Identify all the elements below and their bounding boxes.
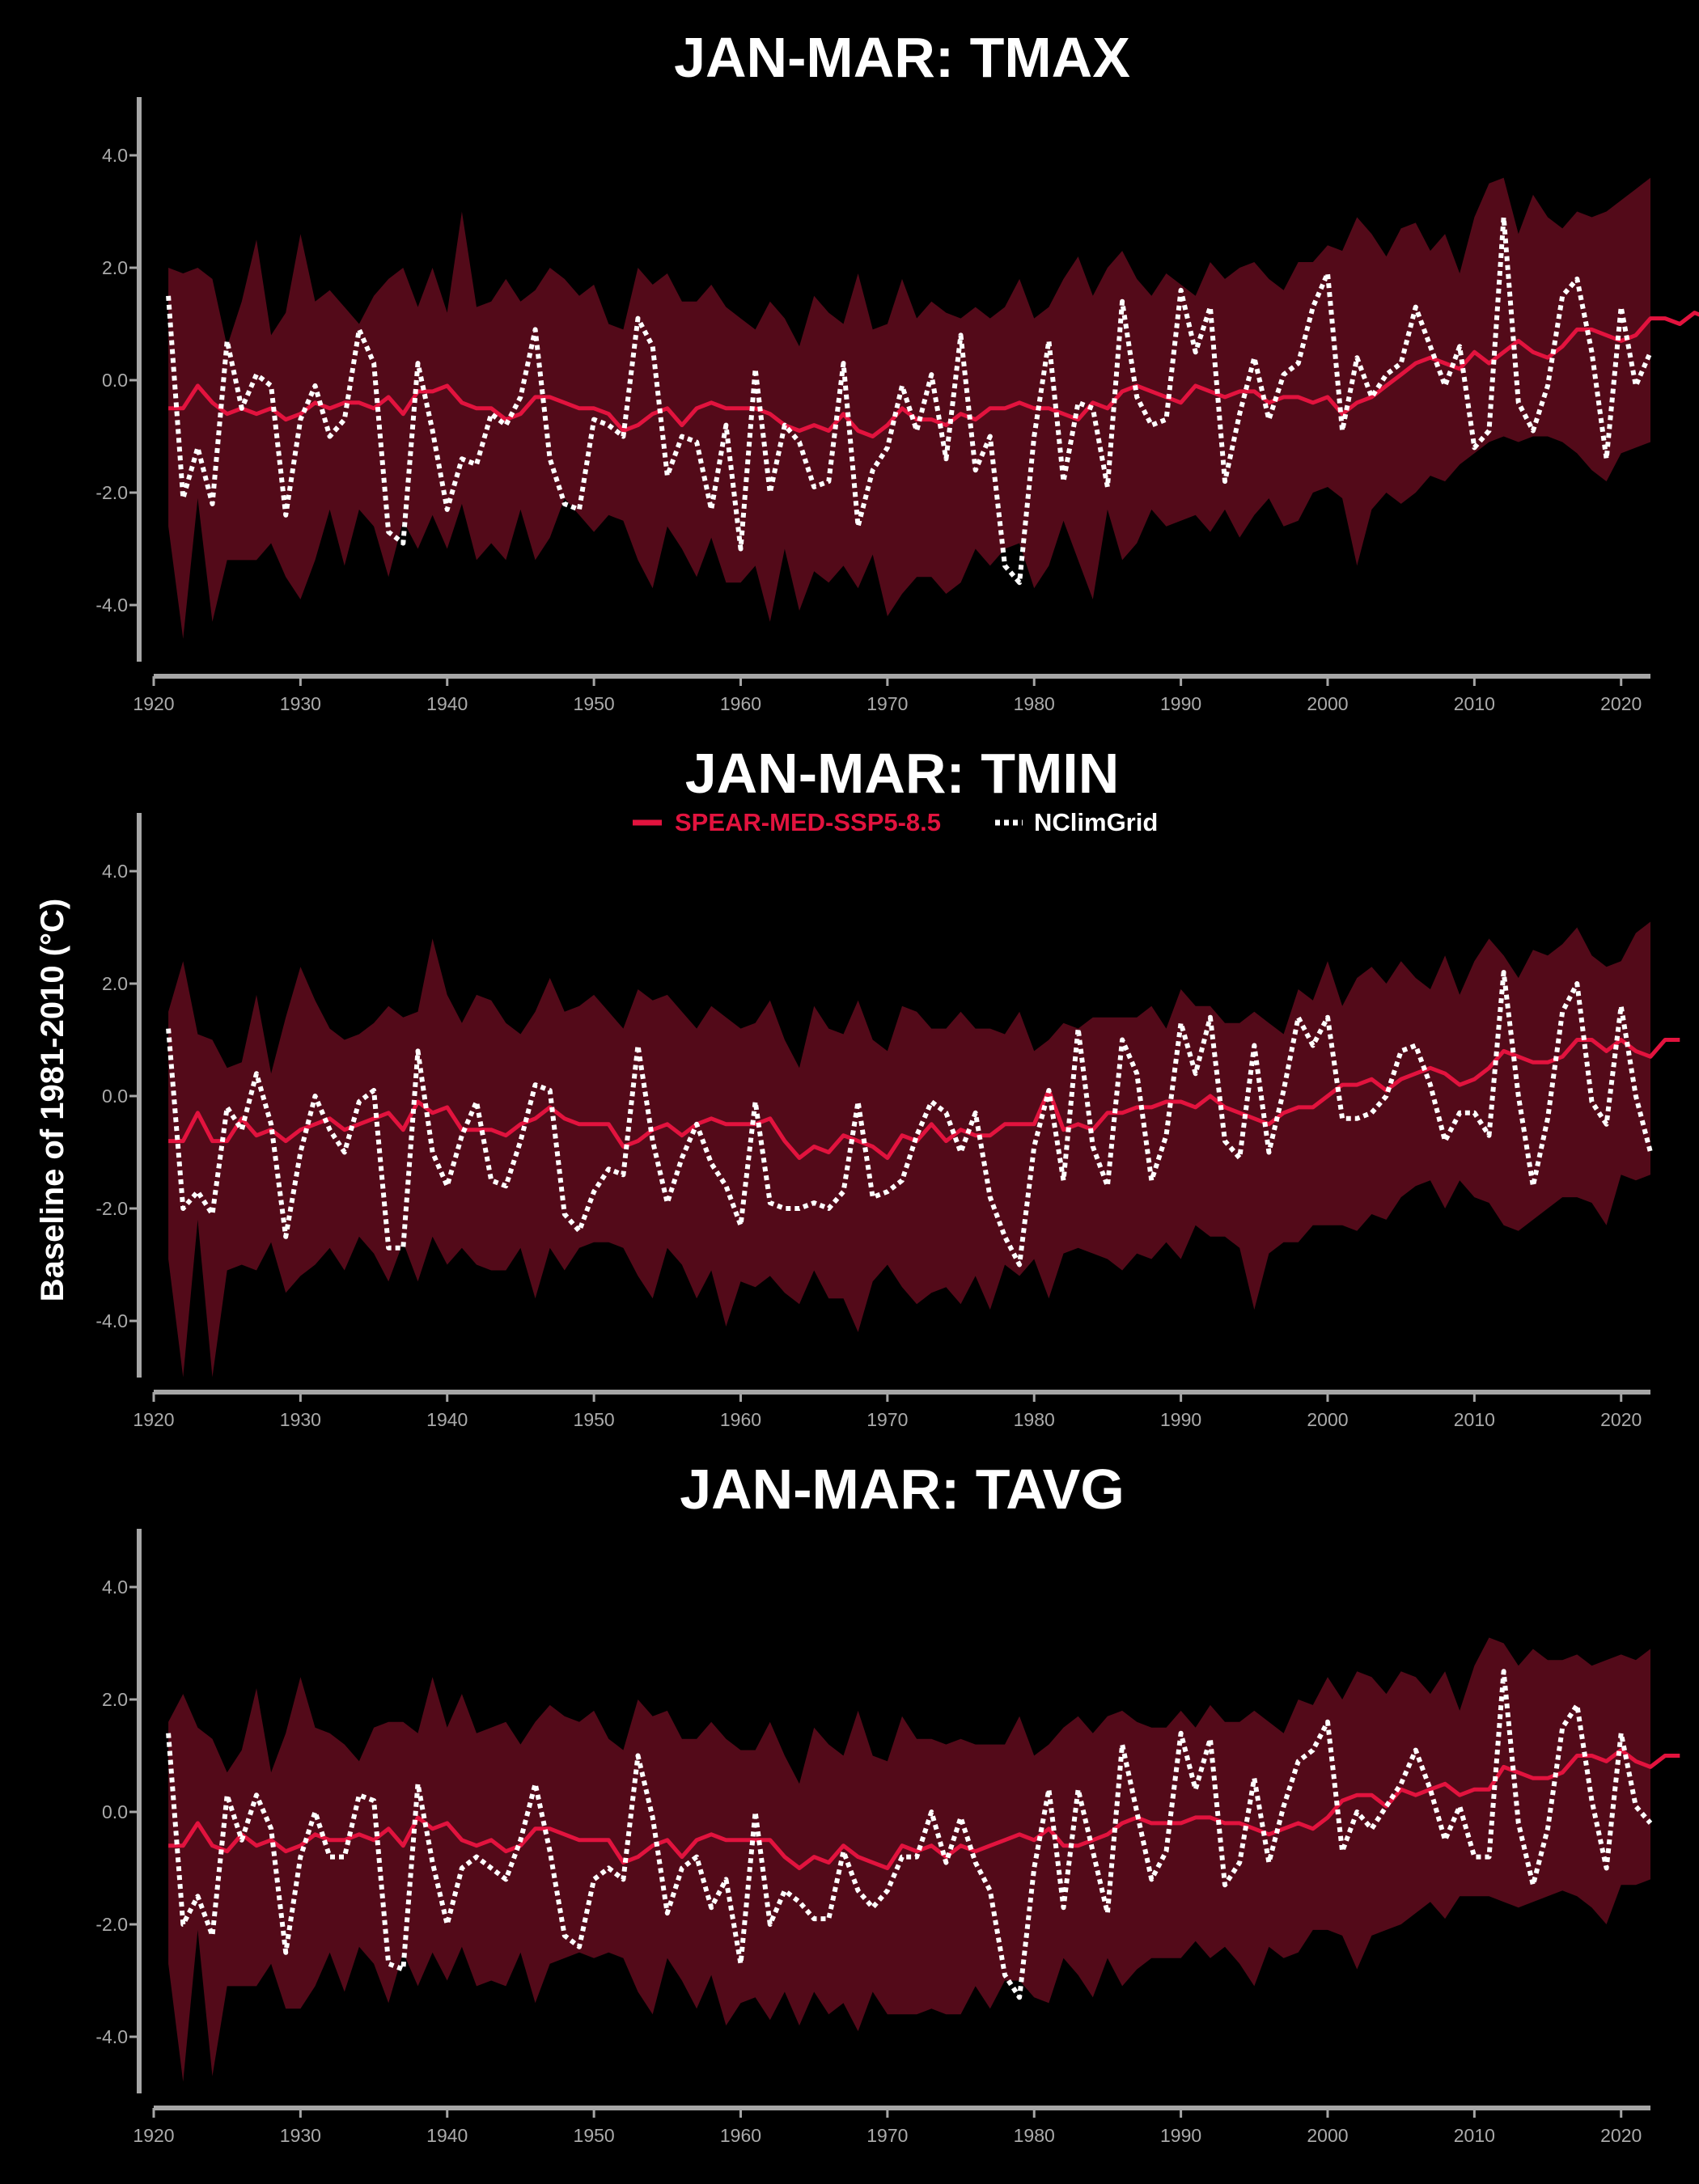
- y-tick-label: -4.0: [95, 595, 128, 616]
- x-tick-label: 2020: [1600, 2125, 1642, 2146]
- x-tick-label: 1920: [133, 1409, 174, 1430]
- x-tick-label: 1940: [426, 1409, 468, 1430]
- x-tick-label: 1980: [1014, 1409, 1055, 1430]
- x-tick-label: 1930: [280, 2125, 321, 2146]
- x-tick-label: 1930: [280, 693, 321, 714]
- y-tick-label: -2.0: [95, 482, 128, 503]
- x-tick-label: 1930: [280, 1409, 321, 1430]
- x-tick-label: 1990: [1160, 2125, 1201, 2146]
- x-tick-label: 1920: [133, 2125, 174, 2146]
- y-tick-label: -4.0: [95, 2026, 128, 2047]
- y-tick-label: 0.0: [102, 370, 128, 391]
- x-tick-label: 1920: [133, 693, 174, 714]
- legend-obs-label: NClimGrid: [1034, 808, 1158, 836]
- x-tick-label: 1990: [1160, 693, 1201, 714]
- chart-panel-2: JAN-MAR: TMIN 4.0 2.0 0.0 -2.0 -4.0 1920 1930 19…: [95, 742, 1680, 1430]
- y-tick-label: 2.0: [102, 1689, 128, 1710]
- panel-title: JAN-MAR: TMIN: [685, 742, 1120, 805]
- x-tick-label: 1990: [1160, 1409, 1201, 1430]
- x-tick-label: 1950: [574, 1409, 615, 1430]
- y-tick-label: -2.0: [95, 1198, 128, 1219]
- y-tick-label: 2.0: [102, 973, 128, 994]
- x-tick-label: 2010: [1454, 2125, 1495, 2146]
- x-tick-label: 1940: [426, 693, 468, 714]
- x-tick-label: 2000: [1307, 693, 1348, 714]
- y-tick-label: -4.0: [95, 1310, 128, 1331]
- y-tick-label: 4.0: [102, 145, 128, 166]
- model-series-line: [168, 1748, 1680, 1870]
- x-tick-label: 1980: [1014, 693, 1055, 714]
- y-tick-label: 4.0: [102, 861, 128, 882]
- x-tick-label: 1970: [866, 2125, 908, 2146]
- x-tick-label: 1970: [866, 693, 908, 714]
- y-axis-label: Baseline of 1981-2010 (°C): [35, 899, 70, 1302]
- x-tick-label: 2000: [1307, 1409, 1348, 1430]
- y-tick-label: 0.0: [102, 1801, 128, 1822]
- y-tick-label: -2.0: [95, 1914, 128, 1935]
- chart-panel-1: JAN-MAR: TMAX 4.0 2.0 0.0 -2.0 -4.0 1920 1930 19…: [95, 26, 1699, 714]
- x-tick-label: 2020: [1600, 1409, 1642, 1430]
- chart-panel-3: JAN-MAR: TAVG 4.0 2.0 0.0 -2.0 -4.0 1920 1930 19…: [95, 1458, 1680, 2146]
- x-tick-label: 2020: [1600, 693, 1642, 714]
- x-tick-label: 1960: [720, 693, 761, 714]
- model-series-line: [168, 1038, 1680, 1160]
- x-tick-label: 2010: [1454, 693, 1495, 714]
- x-tick-label: 1980: [1014, 2125, 1055, 2146]
- x-tick-label: 1940: [426, 2125, 468, 2146]
- x-tick-label: 1950: [574, 693, 615, 714]
- y-tick-label: 0.0: [102, 1086, 128, 1107]
- x-tick-label: 1970: [866, 1409, 908, 1430]
- x-tick-label: 1950: [574, 2125, 615, 2146]
- legend: SPEAR-MED-SSP5-8.5 NClimGrid: [633, 808, 1158, 836]
- y-tick-label: 2.0: [102, 257, 128, 278]
- obs-series-line: [166, 1669, 1653, 2000]
- x-tick-label: 1960: [720, 2125, 761, 2146]
- ensemble-band: [168, 1637, 1651, 2082]
- x-tick-label: 2000: [1307, 2125, 1348, 2146]
- legend-model-label: SPEAR-MED-SSP5-8.5: [675, 808, 941, 836]
- x-tick-label: 2010: [1454, 1409, 1495, 1430]
- panel-title: JAN-MAR: TAVG: [680, 1458, 1125, 1521]
- obs-series-line: [166, 214, 1653, 586]
- x-tick-label: 1960: [720, 1409, 761, 1430]
- obs-series-line: [166, 970, 1653, 1268]
- ensemble-band: [168, 921, 1651, 1378]
- y-tick-label: 4.0: [102, 1577, 128, 1598]
- panel-title: JAN-MAR: TMAX: [674, 26, 1130, 89]
